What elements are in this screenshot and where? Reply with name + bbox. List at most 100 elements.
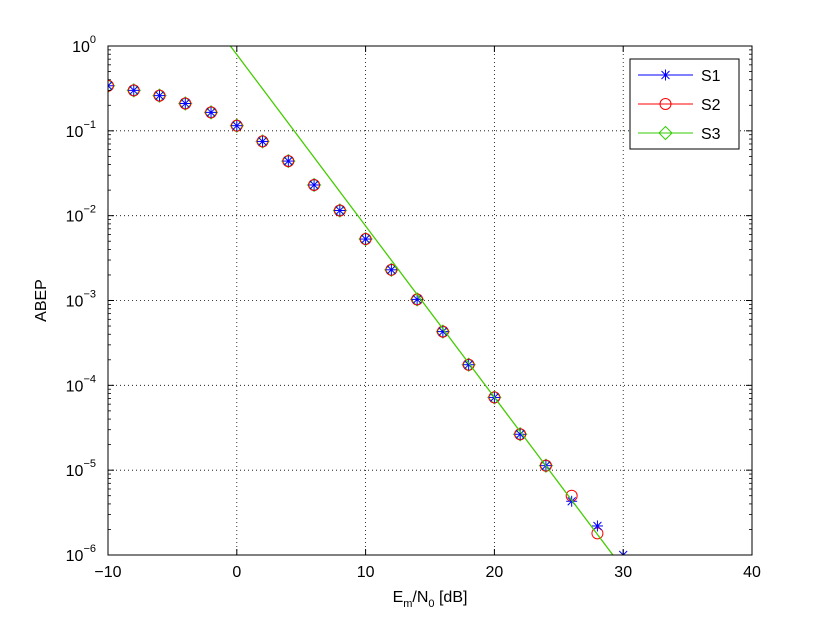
ticks <box>107 45 753 556</box>
x-tick-label: −10 <box>94 564 121 581</box>
y-tick-label: 10−5 <box>66 458 96 480</box>
data-point-asterisk <box>514 428 526 440</box>
data-point-diamond <box>108 78 116 93</box>
data-point-asterisk-stroke <box>567 496 576 506</box>
data-point-asterisk <box>385 264 397 276</box>
series-layer <box>108 46 629 555</box>
data-point-asterisk <box>282 155 294 167</box>
data-point-diamond <box>384 262 399 278</box>
data-point-asterisk <box>154 90 166 102</box>
data-point-asterisk-stroke <box>309 180 319 190</box>
data-point-asterisk-stroke <box>361 234 370 244</box>
data-point-diamond <box>409 292 425 307</box>
data-point-diamond <box>538 458 554 473</box>
data-point-diamond <box>203 105 219 120</box>
y-tick-label-base: 10 <box>66 378 84 395</box>
data-point-diamond <box>358 231 373 247</box>
y-tick-label-exponent: −5 <box>83 458 96 470</box>
x-axis-label-tail: [dB] <box>435 589 468 606</box>
data-point-asterisk <box>179 97 191 109</box>
data-point-asterisk-stroke <box>412 295 422 304</box>
x-tick-label: 40 <box>743 564 761 581</box>
y-tick-label-base: 10 <box>72 39 90 56</box>
y-axis-label: ABEP <box>33 279 50 322</box>
y-tick-label: 100 <box>72 34 96 56</box>
y-tick-label-base: 10 <box>66 463 84 480</box>
data-point-asterisk <box>591 520 603 532</box>
data-point-asterisk-stroke <box>206 108 216 117</box>
data-point-asterisk-stroke <box>129 86 139 95</box>
x-axis-label-sub2: 0 <box>428 598 434 610</box>
data-point-asterisk <box>308 179 320 191</box>
x-tick-label: 10 <box>357 564 375 581</box>
y-tick-label: 10−4 <box>66 373 96 395</box>
data-point-asterisk <box>231 120 243 132</box>
series-s3 <box>108 78 554 473</box>
data-point-asterisk <box>205 106 217 118</box>
data-point-diamond <box>152 88 167 103</box>
y-tick-label-exponent: −4 <box>83 373 96 385</box>
legend: S1 S2 S3 <box>629 58 740 150</box>
data-point-asterisk-stroke <box>515 429 525 439</box>
legend-marker-s2 <box>659 98 672 110</box>
data-point-asterisk <box>257 135 269 147</box>
x-tick-label: 20 <box>486 564 504 581</box>
data-point-asterisk <box>411 293 423 305</box>
series-line <box>229 46 614 555</box>
y-tick-label-exponent: −6 <box>83 543 96 555</box>
x-axis-label-base: E <box>393 589 404 606</box>
x-axis-label-sub1: m <box>403 598 412 610</box>
y-tick-label-exponent: 0 <box>90 34 96 46</box>
data-point-asterisk <box>437 326 449 338</box>
x-axis-label: Em/N0 [dB] <box>393 589 468 610</box>
data-point-asterisk-stroke <box>335 206 345 215</box>
y-tick-label-base: 10 <box>66 124 84 141</box>
data-point-asterisk-stroke <box>438 327 448 336</box>
data-point-asterisk-stroke <box>622 550 628 555</box>
data-point-diamond <box>512 427 528 442</box>
series-line <box>229 46 614 555</box>
y-tick-label: 10−6 <box>66 543 96 565</box>
y-tick-label-exponent: −3 <box>83 289 96 301</box>
data-point-diamond <box>487 390 502 405</box>
y-tick-label: 10−2 <box>66 204 96 226</box>
data-point-asterisk <box>128 84 140 96</box>
legend-label-s3: S3 <box>701 126 721 143</box>
y-tick-label-exponent: −2 <box>83 204 96 216</box>
data-point-asterisk-stroke <box>284 156 293 166</box>
y-tick-label-base: 10 <box>66 548 84 565</box>
data-point-diamond <box>178 96 193 111</box>
x-tick-label: 0 <box>232 564 241 581</box>
data-point-asterisk-stroke <box>618 550 624 555</box>
data-point-diamond <box>255 134 270 149</box>
data-point-asterisk-stroke <box>108 81 113 87</box>
x-axis-label-mid: /N <box>412 589 428 606</box>
y-tick-label-exponent: −1 <box>83 119 96 131</box>
legend-marker-s1 <box>660 69 671 81</box>
y-tick-label: 10−1 <box>66 119 96 141</box>
data-point-diamond <box>435 324 451 339</box>
data-point-diamond <box>461 357 476 372</box>
data-point-diamond <box>281 153 296 169</box>
data-point-asterisk-stroke <box>387 265 396 275</box>
data-point-diamond <box>126 83 141 98</box>
y-tick-label-base: 10 <box>66 294 84 311</box>
legend-marker-s1-stroke <box>661 70 670 80</box>
data-point-asterisk <box>566 495 578 507</box>
data-point-asterisk-stroke <box>593 521 602 531</box>
data-point-asterisk-stroke <box>108 85 113 91</box>
y-tick-label-base: 10 <box>66 209 84 226</box>
data-point-diamond <box>306 177 322 193</box>
data-point-asterisk-stroke <box>232 121 242 130</box>
legend-marker-s3 <box>658 125 673 141</box>
data-point-asterisk <box>108 80 114 92</box>
data-point-diamond <box>332 203 348 218</box>
legend-label-s1: S1 <box>701 68 721 85</box>
y-tick-label: 10−3 <box>66 289 96 311</box>
x-tick-label: 30 <box>614 564 632 581</box>
data-point-asterisk <box>334 205 346 217</box>
data-point-asterisk-stroke <box>258 137 267 146</box>
legend-label-s2: S2 <box>701 97 721 114</box>
